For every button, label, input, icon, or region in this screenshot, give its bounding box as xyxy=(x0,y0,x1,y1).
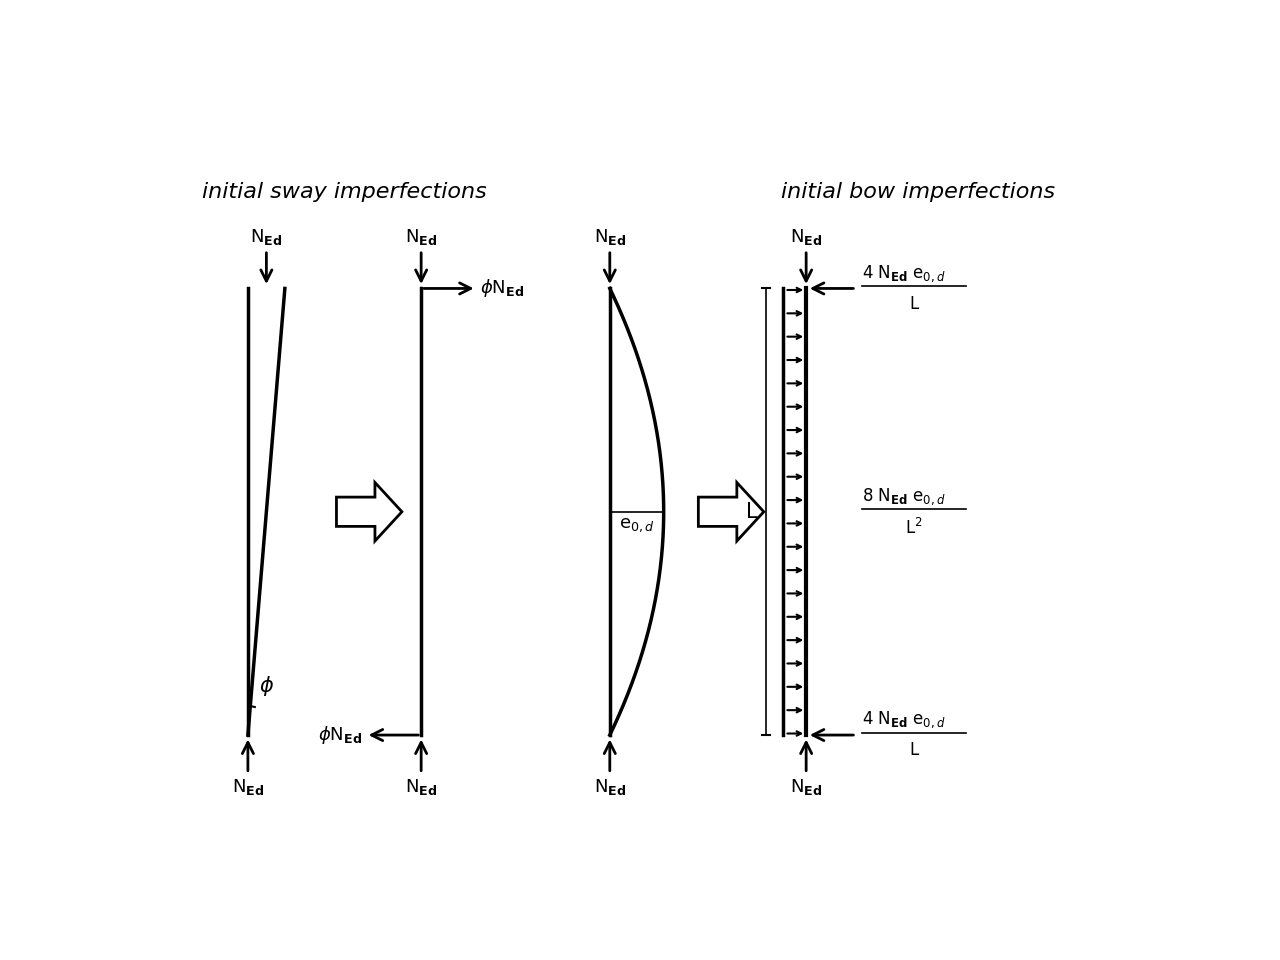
Text: L: L xyxy=(910,295,919,313)
Text: N$_{\mathbf{Ed}}$: N$_{\mathbf{Ed}}$ xyxy=(594,227,626,247)
Text: L: L xyxy=(910,741,919,759)
Text: $\phi$N$_{\mathbf{Ed}}$: $\phi$N$_{\mathbf{Ed}}$ xyxy=(317,724,362,746)
Text: N$_{\mathbf{Ed}}$: N$_{\mathbf{Ed}}$ xyxy=(594,777,626,797)
Text: N$_{\mathbf{Ed}}$: N$_{\mathbf{Ed}}$ xyxy=(232,777,264,797)
Text: L: L xyxy=(746,502,758,521)
Text: 4 N$_{\mathbf{Ed}}$ e$_{0,d}$: 4 N$_{\mathbf{Ed}}$ e$_{0,d}$ xyxy=(863,263,946,284)
Text: N$_{\mathbf{Ed}}$: N$_{\mathbf{Ed}}$ xyxy=(404,777,438,797)
Polygon shape xyxy=(337,483,402,541)
Text: N$_{\mathbf{Ed}}$: N$_{\mathbf{Ed}}$ xyxy=(790,227,822,247)
Text: N$_{\mathbf{Ed}}$: N$_{\mathbf{Ed}}$ xyxy=(790,777,822,797)
Text: L$^{2}$: L$^{2}$ xyxy=(905,517,923,538)
Text: initial sway imperfections: initial sway imperfections xyxy=(202,182,486,203)
Text: e$_{0,d}$: e$_{0,d}$ xyxy=(618,516,654,534)
Polygon shape xyxy=(699,483,764,541)
Text: N$_{\mathbf{Ed}}$: N$_{\mathbf{Ed}}$ xyxy=(404,227,438,247)
Text: 8 N$_{\mathbf{Ed}}$ e$_{0,d}$: 8 N$_{\mathbf{Ed}}$ e$_{0,d}$ xyxy=(863,487,946,507)
Text: initial bow imperfections: initial bow imperfections xyxy=(781,182,1055,203)
Text: 4 N$_{\mathbf{Ed}}$ e$_{0,d}$: 4 N$_{\mathbf{Ed}}$ e$_{0,d}$ xyxy=(863,709,946,731)
Text: $\phi$N$_{\mathbf{Ed}}$: $\phi$N$_{\mathbf{Ed}}$ xyxy=(480,277,525,300)
Text: $\phi$: $\phi$ xyxy=(259,674,274,698)
Text: N$_{\mathbf{Ed}}$: N$_{\mathbf{Ed}}$ xyxy=(251,227,283,247)
